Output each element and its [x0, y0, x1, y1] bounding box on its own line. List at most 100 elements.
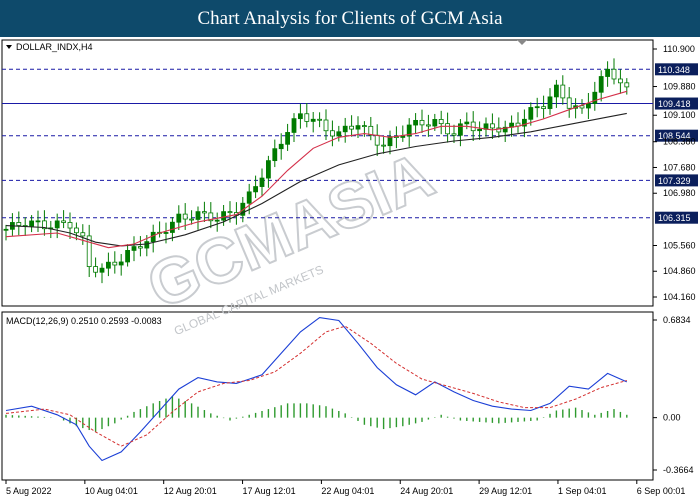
time-axis: 5 Aug 2022 10 Aug 04:01 12 Aug 20:01 17 Aug…	[5, 480, 686, 496]
candle-body	[477, 128, 483, 132]
candle-body	[368, 125, 374, 136]
candle-body	[554, 84, 559, 98]
price-tick-label: 106.980	[663, 188, 696, 198]
macd-line	[5, 317, 628, 462]
candle-body	[425, 124, 431, 127]
level-price-tag	[655, 129, 698, 142]
candle-body	[259, 177, 265, 187]
macd-tick-label: 0.6834	[663, 315, 691, 325]
candle-body	[80, 232, 86, 237]
moving-averages	[5, 90, 627, 249]
candle-body	[618, 78, 623, 84]
level-price-tag	[655, 174, 698, 187]
candles	[3, 58, 630, 284]
candle-body	[150, 231, 156, 243]
candle-body	[329, 130, 335, 137]
price-tick-label: 104.860	[663, 266, 696, 276]
candle-body	[381, 144, 387, 147]
candle-body	[342, 125, 348, 133]
candle-body	[176, 213, 182, 223]
macd-tick-label: 0.00	[663, 413, 681, 423]
candle-body	[163, 232, 169, 234]
candle-body	[534, 106, 540, 109]
candle-body	[195, 211, 201, 220]
time-tick-label: 29 Aug 12:01	[479, 486, 532, 496]
candle-body	[541, 106, 546, 109]
candle-body	[419, 119, 425, 126]
candle-body	[291, 118, 297, 133]
candle-body	[106, 261, 111, 269]
candle-body	[221, 211, 227, 221]
candle-body	[93, 266, 98, 273]
candle-body	[592, 91, 598, 104]
candle-body	[201, 211, 207, 214]
time-tick-label: 17 Aug 12:01	[243, 486, 296, 496]
candle-body	[118, 261, 124, 266]
time-tick-label: 5 Aug 2022	[6, 486, 52, 496]
candle-body	[579, 105, 585, 109]
macd-indicator: 0.6834 0.00 -0.3664	[5, 315, 694, 475]
candle-body	[42, 220, 47, 230]
candle-body	[464, 121, 470, 125]
price-chart[interactable]: GCMASIA GLOBAL CAPITAL MARKETS 110.34810…	[0, 37, 700, 500]
price-tick-label: 108.380	[663, 137, 696, 147]
candle-body	[86, 235, 92, 267]
level-price-label: 106.315	[658, 213, 691, 223]
price-tick-label: 109.100	[663, 110, 696, 120]
candle-body	[16, 222, 22, 226]
candle-body	[169, 221, 175, 233]
level-price-tag	[655, 63, 698, 76]
candle-body	[502, 126, 508, 133]
price-tick-label: 110.900	[663, 44, 695, 54]
candle-body	[605, 68, 610, 77]
candle-body	[586, 103, 591, 109]
time-tick-label: 6 Sep 00:01	[637, 486, 686, 496]
candle-body	[61, 220, 66, 223]
time-tick-label: 12 Aug 20:01	[164, 486, 217, 496]
candle-body	[227, 211, 233, 214]
candle-body	[182, 213, 188, 220]
candle-body	[361, 125, 367, 127]
candle-body	[349, 125, 355, 130]
candle-body	[240, 202, 246, 216]
candle-body	[131, 246, 137, 251]
candle-body	[265, 160, 271, 179]
candle-body	[125, 250, 130, 263]
time-tick-label: 24 Aug 20:01	[400, 486, 453, 496]
candle-body	[432, 119, 438, 127]
price-tick-label: 105.560	[663, 240, 696, 250]
candle-body	[144, 241, 150, 249]
level-price-label: 108.544	[658, 131, 691, 141]
chart-header-title: Chart Analysis for Clients of GCM Asia	[0, 0, 700, 37]
candle-body	[310, 118, 316, 122]
candle-body	[624, 82, 630, 88]
candle-body	[598, 76, 604, 93]
candle-body	[528, 107, 534, 120]
candle-body	[272, 148, 278, 162]
candle-body	[547, 96, 553, 109]
price-tick-label: 109.880	[663, 82, 696, 92]
candle-body	[74, 227, 79, 234]
candle-body	[387, 136, 393, 147]
ma-fast-line	[5, 90, 627, 249]
candle-body	[400, 135, 406, 138]
candle-body	[208, 212, 214, 222]
candle-body	[457, 123, 463, 136]
candle-body	[3, 228, 9, 231]
symbol-dropdown-icon[interactable]	[6, 45, 12, 49]
candle-body	[285, 132, 291, 145]
candle-body	[413, 119, 419, 126]
level-price-label: 110.348	[658, 65, 690, 75]
chart-shift-icon[interactable]	[517, 40, 527, 45]
candle-body	[336, 131, 342, 137]
candle-body	[214, 219, 220, 222]
candle-body	[189, 218, 195, 221]
candle-body	[304, 113, 310, 122]
price-panel-frame	[1, 39, 654, 307]
macd-tick-label: -0.3664	[663, 465, 694, 475]
candle-body	[99, 267, 105, 273]
candle-body	[278, 143, 284, 150]
candle-body	[253, 186, 259, 193]
time-tick-label: 22 Aug 04:01	[321, 486, 374, 496]
candle-body	[112, 261, 118, 266]
